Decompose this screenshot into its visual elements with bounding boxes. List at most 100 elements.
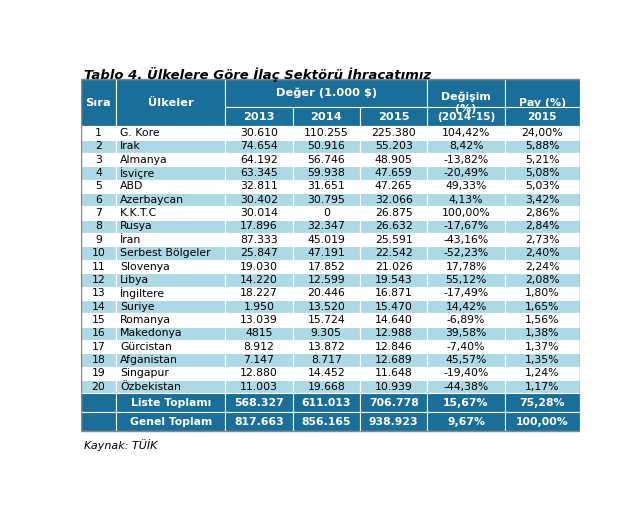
Bar [117, 260, 225, 273]
Bar [428, 79, 505, 126]
Bar [80, 287, 117, 300]
Text: 32.066: 32.066 [375, 195, 413, 205]
Text: 2,86%: 2,86% [525, 208, 560, 218]
Bar [292, 107, 360, 126]
Text: 30.014: 30.014 [240, 208, 278, 218]
Text: Libya: Libya [120, 275, 149, 285]
Text: 14: 14 [91, 301, 106, 312]
Text: -20,49%: -20,49% [443, 168, 489, 178]
Text: 25.591: 25.591 [375, 235, 413, 245]
Bar [292, 140, 360, 153]
Text: 74.654: 74.654 [240, 141, 278, 151]
Bar [225, 233, 292, 246]
Text: 2,08%: 2,08% [525, 275, 560, 285]
Bar [117, 246, 225, 260]
Bar [225, 166, 292, 180]
Text: 10.939: 10.939 [375, 382, 413, 392]
Text: 568.327: 568.327 [234, 398, 284, 408]
Bar [80, 367, 117, 380]
Text: -52,23%: -52,23% [444, 248, 489, 258]
Text: 55,12%: 55,12% [446, 275, 487, 285]
Text: 18: 18 [91, 355, 106, 365]
Text: 3: 3 [95, 155, 102, 165]
Bar [117, 273, 225, 287]
Bar [225, 153, 292, 166]
Text: 47.265: 47.265 [375, 181, 413, 191]
Bar [292, 206, 360, 220]
Bar [225, 287, 292, 300]
Bar [360, 180, 428, 193]
Text: 9,67%: 9,67% [447, 417, 485, 427]
Text: 32.811: 32.811 [240, 181, 278, 191]
Text: 17.852: 17.852 [307, 262, 345, 271]
Bar [292, 193, 360, 206]
Bar [117, 140, 225, 153]
Text: 13.039: 13.039 [240, 315, 278, 325]
Text: 2,73%: 2,73% [525, 235, 560, 245]
Text: 87.333: 87.333 [240, 235, 278, 245]
Bar [225, 246, 292, 260]
Bar [80, 246, 117, 260]
Bar [80, 180, 117, 193]
Text: Kaynak: TÜİK: Kaynak: TÜİK [84, 439, 158, 451]
Bar [292, 300, 360, 313]
Text: 5: 5 [95, 181, 102, 191]
Bar [428, 153, 505, 166]
Text: 17,78%: 17,78% [446, 262, 487, 271]
Text: Suriye: Suriye [120, 301, 155, 312]
Bar [505, 126, 580, 140]
Text: 2,84%: 2,84% [525, 221, 560, 231]
Bar [428, 233, 505, 246]
Bar [360, 273, 428, 287]
Bar [225, 220, 292, 233]
Text: 856.165: 856.165 [301, 417, 351, 427]
Text: Irak: Irak [120, 141, 140, 151]
Bar [80, 412, 117, 431]
Bar [117, 126, 225, 140]
Text: 12.599: 12.599 [307, 275, 345, 285]
Bar [80, 327, 117, 340]
Text: 11.003: 11.003 [240, 382, 278, 392]
Bar [80, 220, 117, 233]
Text: -19,40%: -19,40% [443, 368, 489, 378]
Text: 56.746: 56.746 [307, 155, 345, 165]
Bar [225, 313, 292, 327]
Text: 1,80%: 1,80% [525, 288, 560, 298]
Bar [505, 220, 580, 233]
Bar [292, 273, 360, 287]
Text: 47.659: 47.659 [375, 168, 413, 178]
Bar [117, 220, 225, 233]
Text: 19.030: 19.030 [240, 262, 278, 271]
Text: 12: 12 [91, 275, 106, 285]
Text: 12.846: 12.846 [375, 342, 413, 352]
Text: 50.916: 50.916 [307, 141, 345, 151]
Bar [428, 380, 505, 393]
Bar [292, 246, 360, 260]
Bar [292, 166, 360, 180]
Text: 1,56%: 1,56% [525, 315, 560, 325]
Text: 47.191: 47.191 [307, 248, 345, 258]
Bar [505, 193, 580, 206]
Text: 13.872: 13.872 [307, 342, 345, 352]
Bar [505, 380, 580, 393]
Bar [505, 233, 580, 246]
Text: 45,57%: 45,57% [446, 355, 487, 365]
Text: 64.192: 64.192 [240, 155, 278, 165]
Bar [292, 313, 360, 327]
Bar [225, 340, 292, 353]
Bar [360, 206, 428, 220]
Text: Ülkeler: Ülkeler [148, 98, 194, 108]
Text: 2: 2 [95, 141, 102, 151]
Text: 8.912: 8.912 [243, 342, 274, 352]
Bar [225, 140, 292, 153]
Bar [360, 246, 428, 260]
Bar [428, 313, 505, 327]
Text: 1,24%: 1,24% [525, 368, 560, 378]
Text: 45.019: 45.019 [307, 235, 345, 245]
Bar [505, 353, 580, 367]
Text: 26.875: 26.875 [375, 208, 413, 218]
Text: 14.452: 14.452 [307, 368, 345, 378]
Text: 1,35%: 1,35% [525, 355, 560, 365]
Bar [80, 126, 117, 140]
Text: 13.520: 13.520 [307, 301, 345, 312]
